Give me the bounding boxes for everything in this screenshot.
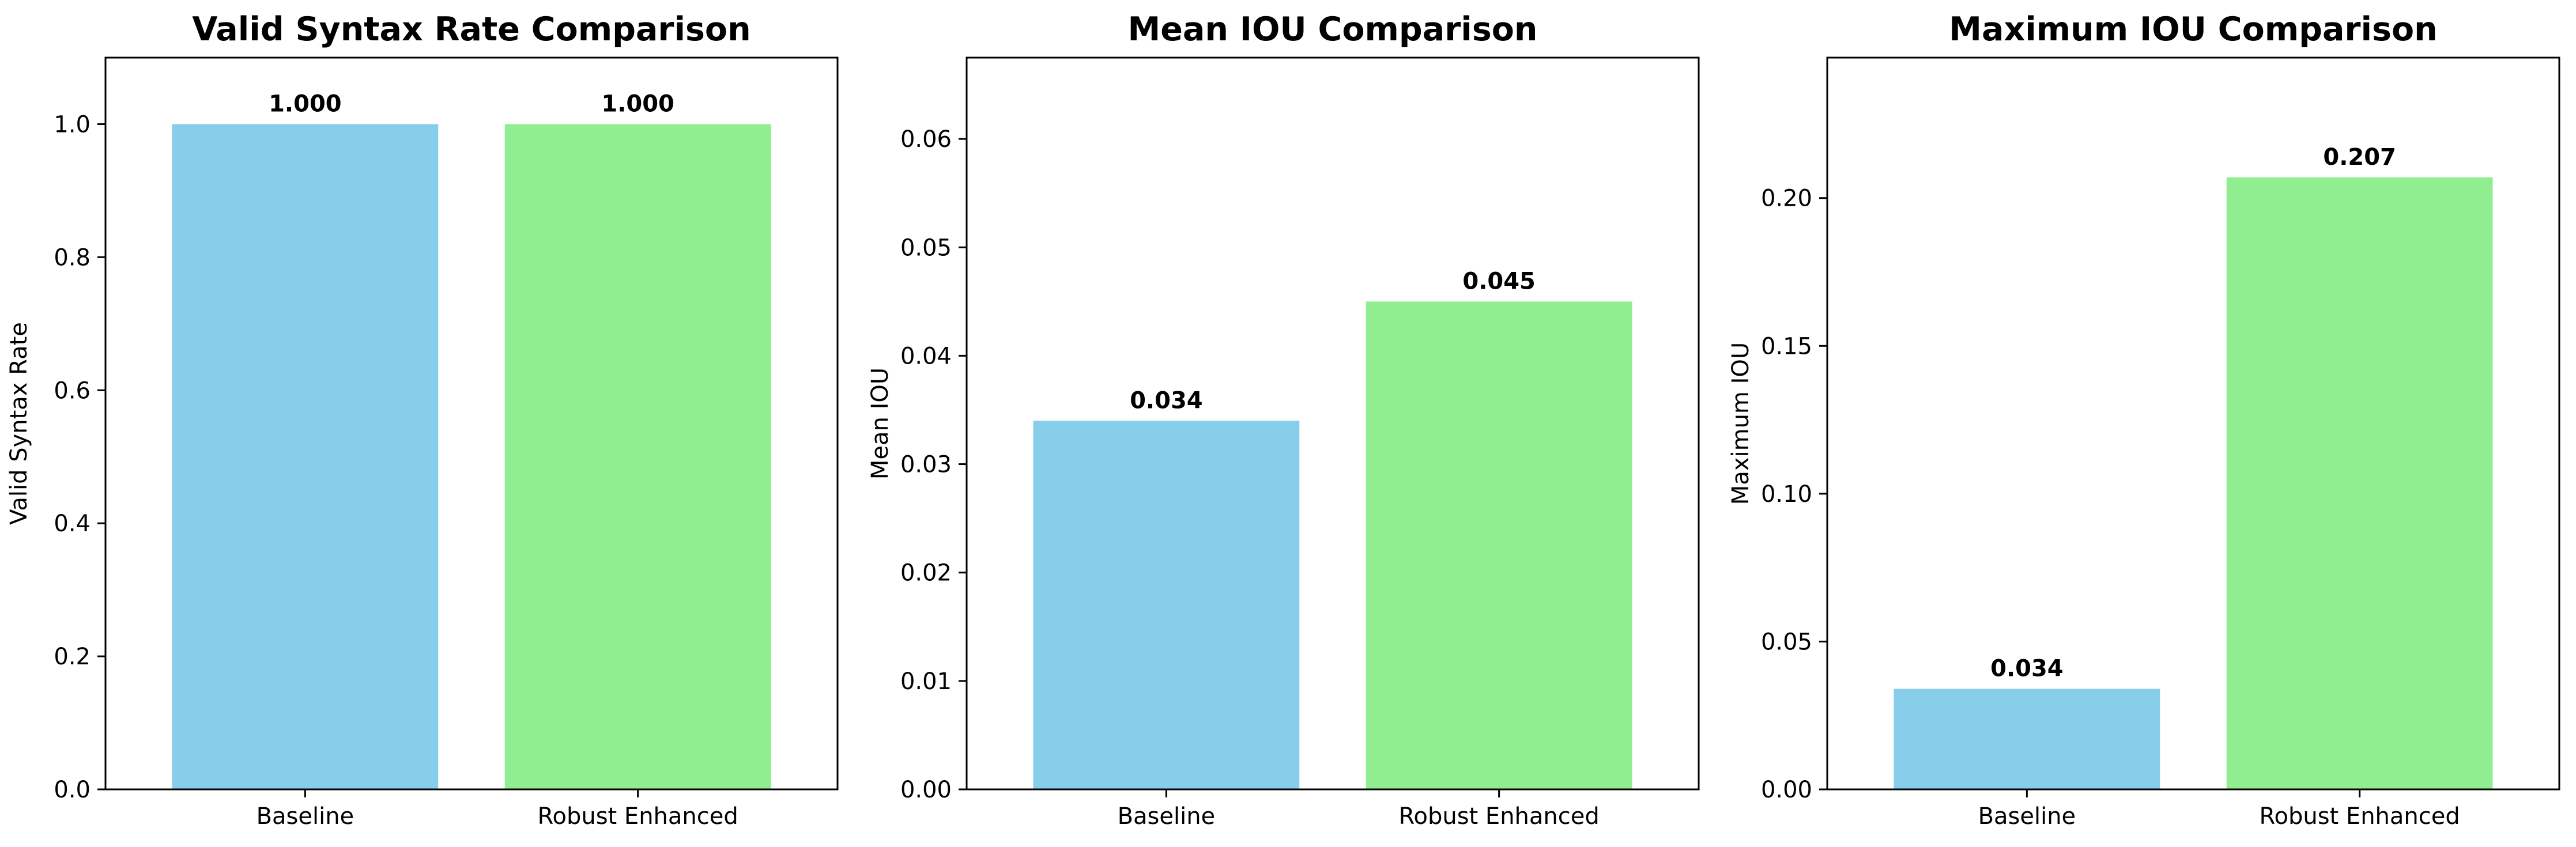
panel-2: 0.034 0.045 0.00 0.01 0.02 0.03 0.04 0.05 0.06 Ba…	[867, 10, 1700, 830]
bar-baseline	[172, 124, 439, 789]
y-tick-label: 0.6	[54, 377, 90, 404]
value-label: 0.045	[1462, 268, 1536, 294]
y-tick-label: 0.20	[1761, 186, 1812, 212]
bar-robust-enhanced	[504, 124, 771, 789]
axes-frame	[1826, 56, 2560, 791]
axes-frame	[104, 56, 839, 791]
bar-baseline	[1033, 421, 1300, 789]
y-tick-label: 1.0	[54, 111, 90, 138]
y-tick-label: 0.10	[1761, 481, 1812, 508]
y-tick-label: 0.2	[54, 644, 90, 670]
y-tick-label: 0.8	[54, 244, 90, 271]
y-tick-label: 0.04	[900, 343, 952, 369]
y-axis-label: Maximum IOU	[1728, 342, 1754, 505]
y-tick-label: 0.01	[900, 668, 952, 695]
y-tick-label: 0.02	[900, 560, 952, 587]
x-tick-label: Baseline	[1978, 803, 2076, 830]
bar-baseline	[1894, 689, 2160, 789]
x-tick-label: Robust Enhanced	[537, 803, 738, 830]
value-label: 1.000	[269, 90, 342, 117]
y-tick-label: 0.05	[900, 235, 952, 261]
x-tick-label: Baseline	[257, 803, 354, 830]
y-tick-label: 0.00	[1761, 777, 1812, 803]
bar-robust-enhanced	[2226, 177, 2493, 790]
panels: 1.000 1.000 0.0 0.2 0.4 0.6 0.8 1.0 Baseline Robu…	[6, 10, 2560, 830]
chart-title: Mean IOU Comparison	[1127, 10, 1537, 48]
y-tick-label: 0.4	[54, 511, 90, 537]
chart-title: Maximum IOU Comparison	[1949, 10, 2437, 48]
panel-3: 0.034 0.207 0.00 0.05 0.10 0.15 0.20 Baseline Ro…	[1728, 10, 2560, 830]
y-axis-label: Valid Syntax Rate	[6, 322, 32, 525]
y-tick-label: 0.0	[54, 777, 90, 803]
value-label: 1.000	[601, 90, 674, 117]
y-tick-label: 0.06	[900, 126, 952, 153]
y-tick-label: 0.15	[1761, 333, 1812, 360]
axes-frame	[965, 56, 1700, 791]
value-label: 0.034	[1130, 387, 1203, 414]
value-label: 0.207	[2323, 144, 2396, 171]
x-tick-label: Baseline	[1118, 803, 1216, 830]
y-tick-label: 0.05	[1761, 629, 1812, 655]
bar-robust-enhanced	[1366, 301, 1632, 789]
y-tick-label: 0.03	[900, 452, 952, 478]
x-tick-label: Robust Enhanced	[1398, 803, 1599, 830]
y-axis-label: Mean IOU	[867, 368, 893, 479]
value-label: 0.034	[1990, 656, 2064, 682]
x-tick-label: Robust Enhanced	[2259, 803, 2460, 830]
panel-1: 1.000 1.000 0.0 0.2 0.4 0.6 0.8 1.0 Baseline Robu…	[6, 10, 839, 830]
chart-title: Valid Syntax Rate Comparison	[192, 10, 750, 48]
y-tick-label: 0.00	[900, 777, 952, 803]
